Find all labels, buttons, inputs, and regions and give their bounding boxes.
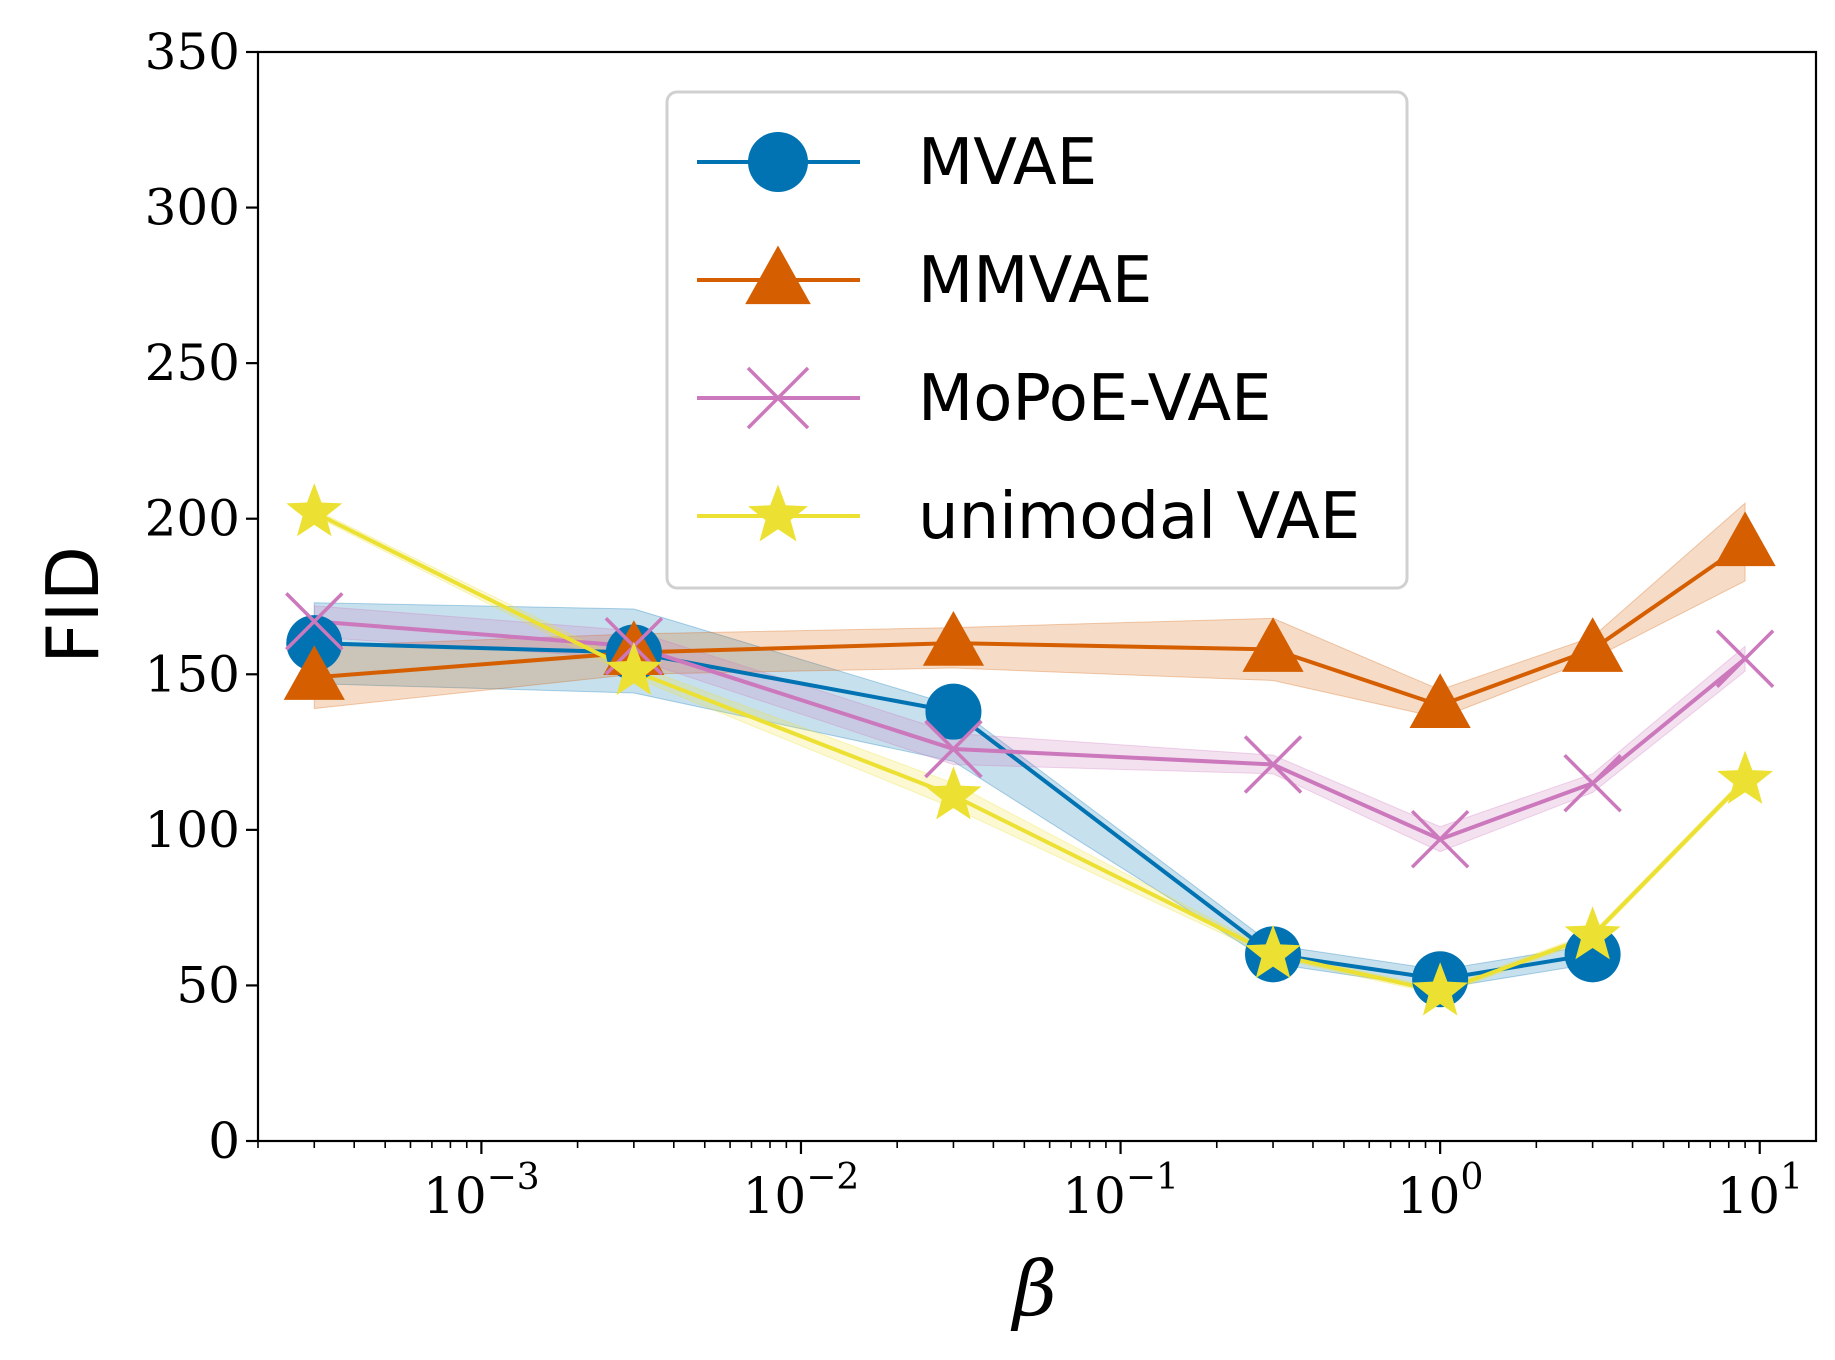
legend: MVAE MMVAE MoPoE-VAE unimodal VAE [665,90,1409,590]
point-mopoe-vae-6 [1715,629,1775,688]
point-unimodal-vae-0 [286,483,343,537]
point-mmvae-2 [922,610,985,666]
legend-marker-unimodal-vae [748,484,808,542]
point-mvae-5 [1564,926,1621,983]
y-tick-label: 0 [208,1112,240,1170]
x-tick-label: 101 [1716,1157,1803,1225]
y-tick-label: 250 [145,334,240,392]
y-axis-label: FID [31,546,115,664]
y-tick-label: 50 [176,956,240,1014]
axes: 0 50 100 150 200 250 300 350 10−3 10−2 10−1 100 101 [145,23,1818,1225]
point-unimodal-vae-1 [605,641,662,695]
y-tick-label: 200 [145,490,240,548]
y-tick-label: 150 [145,645,240,703]
legend-box [665,90,1409,590]
x-tick-label: 10−2 [743,1157,860,1225]
plot-frame [256,50,1818,1143]
point-unimodal-vae-5 [1564,906,1621,960]
legend-marker-mmvae [745,245,811,305]
point-mmvae-0 [283,645,345,700]
series-markers [283,483,1776,1016]
legend-label-mmvae: MMVAE [918,244,1152,318]
x-axis-label: β [1010,1244,1057,1333]
x-tick-label: 100 [1397,1157,1484,1225]
point-unimodal-vae-2 [925,766,982,820]
point-mopoe-vae-5 [1563,753,1622,813]
legend-marker-mopoe-vae [746,366,810,430]
point-mvae-0 [286,615,343,672]
y-tick-label: 350 [145,23,240,81]
legend-label-mopoe-vae: MoPoE-VAE [918,362,1272,436]
y-tick-label: 100 [145,801,240,859]
legend-label-unimodal-vae: unimodal VAE [918,480,1360,554]
point-mopoe-vae-2 [924,719,983,779]
point-mmvae-5 [1562,617,1624,672]
point-mopoe-vae-0 [285,592,344,651]
point-mvae-2 [925,683,982,740]
legend-marker-mvae [748,132,808,192]
point-mmvae-6 [1714,511,1776,567]
legend-label-mvae: MVAE [918,126,1097,200]
y-tick-label: 300 [145,179,240,237]
point-unimodal-vae-6 [1717,750,1774,804]
x-tick-label: 10−3 [423,1157,540,1225]
point-mopoe-vae-3 [1243,735,1303,794]
point-unimodal-vae-3 [1245,924,1301,979]
point-mopoe-vae-4 [1410,809,1470,869]
x-tick-label: 10−1 [1062,1157,1179,1225]
point-mmvae-4 [1409,673,1471,728]
point-mmvae-3 [1242,617,1304,672]
point-unimodal-vae-4 [1412,962,1469,1016]
band-mopoe-vae [313,605,1746,853]
